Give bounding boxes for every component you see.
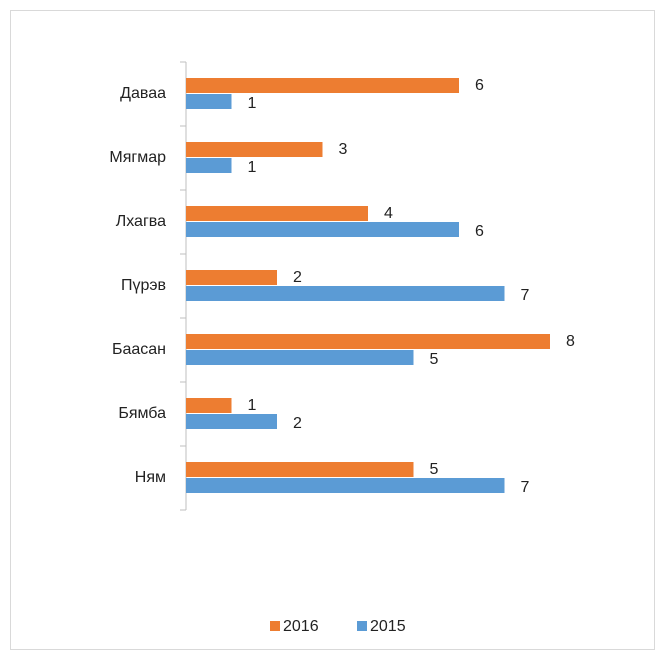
bar (186, 334, 550, 349)
bar (186, 142, 323, 157)
bar (186, 462, 414, 477)
bar (186, 398, 232, 413)
data-label: 2 (293, 269, 302, 286)
bar (186, 78, 459, 93)
chart-frame (10, 10, 655, 650)
bar (186, 414, 277, 429)
bar (186, 206, 368, 221)
data-label: 1 (248, 159, 257, 176)
y-tick-label: Пүрэв (121, 277, 166, 294)
legend-label: 2015 (370, 618, 406, 635)
legend-swatch (270, 621, 280, 631)
data-label: 1 (248, 95, 257, 112)
y-tick-label: Баасан (112, 341, 166, 358)
bar (186, 478, 505, 493)
bar (186, 222, 459, 237)
data-label: 1 (248, 397, 257, 414)
bar (186, 350, 414, 365)
bar (186, 158, 232, 173)
data-label: 6 (475, 77, 484, 94)
legend-label: 2016 (283, 618, 319, 635)
y-tick-label: Ням (135, 469, 166, 486)
y-tick-label: Даваа (120, 85, 166, 102)
bar (186, 286, 505, 301)
data-label: 8 (566, 333, 575, 350)
data-label: 7 (521, 287, 530, 304)
data-label: 4 (384, 205, 393, 222)
data-label: 2 (293, 415, 302, 432)
y-tick-label: Лхагва (116, 213, 166, 230)
data-label: 6 (475, 223, 484, 240)
y-tick-label: Бямба (118, 405, 166, 422)
data-label: 3 (339, 141, 348, 158)
legend-swatch (357, 621, 367, 631)
data-label: 5 (430, 351, 439, 368)
bar (186, 270, 277, 285)
y-tick-label: Мягмар (109, 149, 166, 166)
data-label: 5 (430, 461, 439, 478)
data-label: 7 (521, 479, 530, 496)
bar (186, 94, 232, 109)
